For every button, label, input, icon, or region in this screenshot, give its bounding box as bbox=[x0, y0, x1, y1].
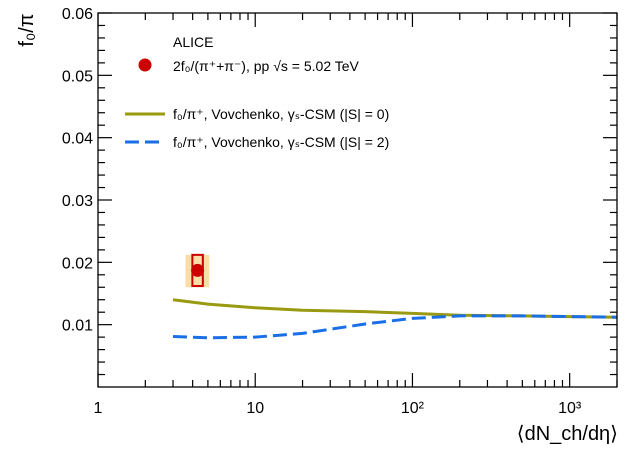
legend: 2f₀/(π⁺+π⁻), pp √s = 5.02 TeV f₀/π⁺, Vov… bbox=[125, 58, 389, 150]
curve-layer bbox=[172, 298, 618, 340]
series-line-1 bbox=[172, 314, 618, 340]
legend-label-data-point: 2f₀/(π⁺+π⁻), pp √s = 5.02 TeV bbox=[173, 58, 360, 74]
x-tick-label: 10 bbox=[246, 400, 264, 417]
legend-data-point-icon bbox=[138, 58, 152, 72]
data-point-layer bbox=[191, 253, 205, 288]
series-line-0 bbox=[172, 298, 618, 319]
x-axis-title: ⟨dN_ch/dη⟩ bbox=[517, 423, 618, 445]
legend-label-s0: f₀/π⁺, Vovchenko, γₛ-CSM (|S| = 0) bbox=[173, 106, 389, 122]
data-point-marker bbox=[191, 263, 205, 277]
x-tick-label: 10² bbox=[401, 400, 425, 417]
experiment-label: ALICE bbox=[173, 34, 213, 50]
tick-label-layer: 1 10 10² 10³ 0.01 0.02 0.03 0.04 0.05 0.06 bbox=[62, 6, 582, 417]
y-tick-label: 0.05 bbox=[62, 68, 93, 85]
y-tick-label: 0.01 bbox=[62, 318, 93, 335]
legend-label-s2: f₀/π⁺, Vovchenko, γₛ-CSM (|S| = 2) bbox=[173, 134, 389, 150]
legend-marker-data-point bbox=[138, 58, 152, 72]
y-tick-label: 0.06 bbox=[62, 6, 93, 23]
x-tick-label: 1 bbox=[94, 400, 103, 417]
y-tick-label: 0.03 bbox=[62, 193, 93, 210]
y-tick-label: 0.04 bbox=[62, 131, 93, 148]
tick-layer bbox=[97, 12, 618, 387]
x-tick-label: 10³ bbox=[558, 400, 582, 417]
y-axis-title: f₀/π bbox=[16, 13, 38, 46]
y-tick-label: 0.02 bbox=[62, 255, 93, 272]
